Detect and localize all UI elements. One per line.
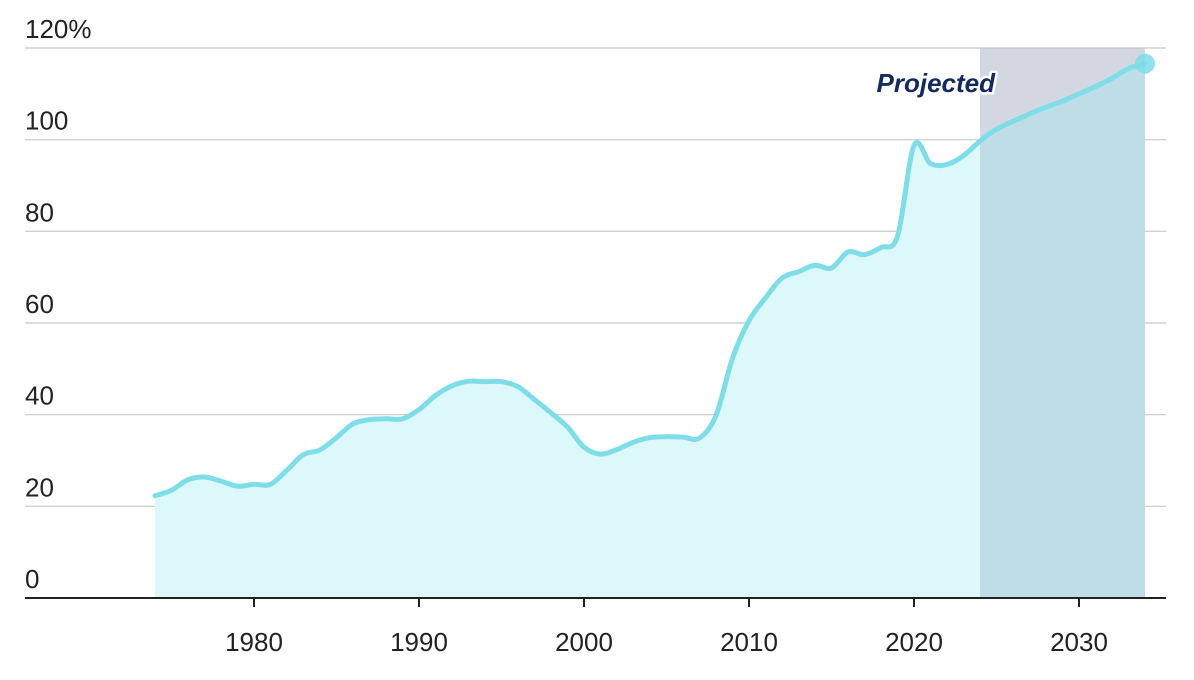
y-tick-label-120: 120% <box>25 14 92 44</box>
y-axis-labels: 120% 100 80 60 40 20 0 <box>25 14 92 594</box>
line-layer <box>152 53 1155 499</box>
x-tick-label-1980: 1980 <box>225 627 283 657</box>
projected-label: Projected <box>877 68 997 98</box>
x-tick-label-2020: 2020 <box>885 627 943 657</box>
y-tick-label-20: 20 <box>25 472 54 502</box>
series-end-marker <box>1135 53 1155 74</box>
y-tick-label-80: 80 <box>25 197 54 227</box>
x-tick-label-1990: 1990 <box>390 627 448 657</box>
x-tick-label-2000: 2000 <box>555 627 613 657</box>
x-axis-labels: 1980 1990 2000 2010 2020 2030 <box>225 627 1108 657</box>
x-tick-label-2030: 2030 <box>1050 627 1108 657</box>
series-line <box>152 61 1148 499</box>
area-fill-projected <box>980 63 1145 598</box>
x-axis <box>25 597 1166 607</box>
area-layer <box>155 63 1145 598</box>
y-tick-label-60: 60 <box>25 289 54 319</box>
y-tick-label-40: 40 <box>25 381 54 411</box>
area-fill-historical <box>155 141 980 598</box>
y-tick-label-100: 100 <box>25 106 68 136</box>
y-tick-label-0: 0 <box>25 564 39 594</box>
x-tick-label-2010: 2010 <box>720 627 778 657</box>
